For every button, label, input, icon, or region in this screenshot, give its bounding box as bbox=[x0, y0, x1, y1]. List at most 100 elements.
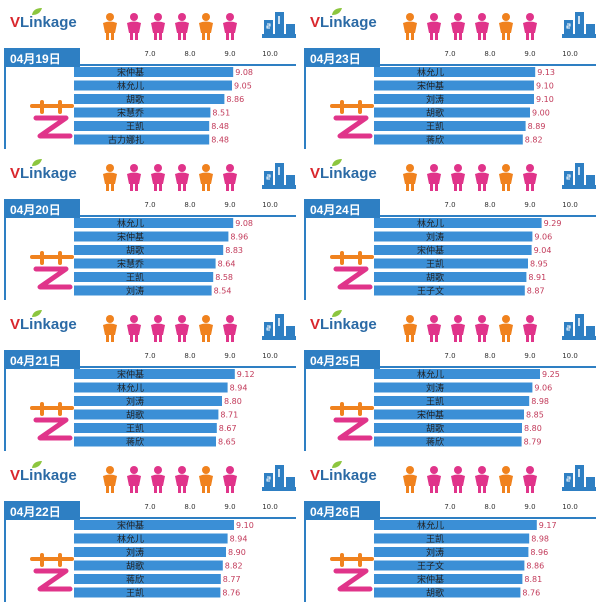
x-tick-label: 10.0 bbox=[562, 201, 578, 209]
bar bbox=[374, 409, 524, 420]
value-label: 9.10 bbox=[536, 82, 554, 91]
bar bbox=[374, 94, 534, 104]
corner-decoration-icon bbox=[262, 314, 296, 340]
artist-name: 胡歌 bbox=[126, 94, 144, 106]
value-label: 8.83 bbox=[225, 246, 243, 255]
x-tick-label: 9.0 bbox=[224, 201, 235, 209]
art-character-icon bbox=[330, 402, 374, 441]
header-rule bbox=[80, 64, 296, 66]
bar bbox=[374, 80, 534, 91]
vlinkage-logo: VLinkage bbox=[310, 165, 377, 182]
date-bar bbox=[4, 350, 80, 369]
left-rule bbox=[4, 369, 6, 451]
vlinkage-logo: VLinkage bbox=[10, 316, 77, 333]
bar bbox=[374, 574, 523, 584]
ranking-panel: VLinkage04月25日7.08.09.010.01林允儿9.252刘涛9.… bbox=[304, 306, 596, 451]
vlinkage-logo: VLinkage bbox=[310, 467, 377, 484]
person-icon bbox=[403, 13, 417, 40]
logo-text: Linkage bbox=[20, 165, 77, 182]
artist-name: 胡歌 bbox=[126, 245, 144, 257]
x-tick-label: 8.0 bbox=[184, 503, 195, 511]
person-icon bbox=[451, 164, 465, 191]
logo-v: V bbox=[310, 14, 321, 31]
artist-name: 林允儿 bbox=[417, 218, 444, 230]
person-icon bbox=[499, 315, 513, 342]
bar bbox=[74, 67, 234, 77]
date-label: 04月26日 bbox=[310, 505, 361, 519]
ranking-panel: VLinkage04月19日7.08.09.010.01宋仲基9.082林允儿9… bbox=[4, 4, 296, 149]
artist-name: 蒋欣 bbox=[126, 436, 144, 448]
value-label: 8.90 bbox=[228, 548, 246, 557]
bar bbox=[374, 121, 526, 131]
value-label: 8.89 bbox=[528, 122, 546, 131]
artist-name: 刘涛 bbox=[426, 94, 444, 106]
x-tick-label: 7.0 bbox=[444, 352, 455, 360]
date-label: 04月22日 bbox=[10, 505, 61, 519]
date-label: 04月21日 bbox=[10, 354, 61, 368]
bar bbox=[374, 369, 540, 379]
person-icon bbox=[475, 315, 489, 342]
bar bbox=[374, 436, 522, 447]
bar bbox=[74, 396, 222, 406]
value-label: 8.94 bbox=[230, 535, 248, 544]
person-icon bbox=[451, 13, 465, 40]
artist-name: 林允儿 bbox=[417, 67, 444, 79]
people-icons bbox=[403, 315, 537, 342]
artist-name: 蒋欣 bbox=[126, 574, 144, 586]
art-character-icon bbox=[330, 251, 374, 290]
value-label: 8.76 bbox=[522, 589, 540, 598]
leaf-icon bbox=[32, 159, 42, 166]
header-rule bbox=[380, 517, 596, 519]
person-icon bbox=[223, 315, 237, 342]
value-label: 8.98 bbox=[531, 535, 549, 544]
artist-name: 林允儿 bbox=[117, 382, 144, 394]
date-bar bbox=[4, 501, 80, 520]
person-icon bbox=[175, 164, 189, 191]
person-icon bbox=[427, 315, 441, 342]
value-label: 8.85 bbox=[526, 411, 544, 420]
x-tick-label: 9.0 bbox=[524, 50, 535, 58]
x-tick-label: 7.0 bbox=[444, 201, 455, 209]
person-icon bbox=[199, 466, 213, 493]
x-tick-label: 7.0 bbox=[144, 352, 155, 360]
bar-chart: 7.08.09.010.01宋仲基9.102林允儿8.943刘涛8.904胡歌8… bbox=[74, 503, 278, 600]
value-label: 8.48 bbox=[211, 136, 229, 145]
value-label: 8.64 bbox=[218, 260, 236, 269]
left-rule bbox=[304, 520, 306, 602]
bar bbox=[74, 409, 219, 420]
value-label: 8.80 bbox=[524, 424, 542, 433]
left-rule bbox=[304, 369, 306, 451]
logo-text: Linkage bbox=[320, 165, 377, 182]
header-rule bbox=[380, 64, 596, 66]
value-label: 8.94 bbox=[230, 384, 248, 393]
date-bar bbox=[304, 350, 380, 369]
x-tick-label: 10.0 bbox=[562, 50, 578, 58]
person-icon bbox=[427, 466, 441, 493]
logo-text: Linkage bbox=[320, 467, 377, 484]
bar bbox=[74, 107, 211, 118]
x-tick-label: 7.0 bbox=[144, 503, 155, 511]
logo-v: V bbox=[310, 316, 321, 333]
person-icon bbox=[451, 466, 465, 493]
value-label: 9.06 bbox=[534, 233, 552, 242]
bar-chart: 7.08.09.010.01林允儿9.172王凯8.983刘涛8.964王子文8… bbox=[374, 503, 578, 600]
artist-name: 王凯 bbox=[426, 121, 444, 133]
bar bbox=[74, 285, 212, 296]
value-label: 9.05 bbox=[234, 82, 252, 91]
x-tick-label: 8.0 bbox=[484, 352, 495, 360]
vlinkage-logo: VLinkage bbox=[10, 467, 77, 484]
corner-decoration-icon bbox=[562, 465, 596, 491]
corner-decoration-icon bbox=[562, 314, 596, 340]
value-label: 9.29 bbox=[544, 219, 562, 228]
bar bbox=[374, 67, 536, 77]
ranking-panel: VLinkage04月20日7.08.09.010.01林允儿9.082宋仲基8… bbox=[4, 155, 296, 300]
value-label: 8.58 bbox=[215, 273, 233, 282]
person-icon bbox=[499, 466, 513, 493]
person-icon bbox=[127, 13, 141, 40]
leaf-icon bbox=[32, 8, 42, 15]
x-tick-label: 10.0 bbox=[262, 201, 278, 209]
bar bbox=[374, 547, 529, 557]
value-label: 9.17 bbox=[539, 521, 557, 530]
artist-name: 刘涛 bbox=[426, 231, 444, 243]
artist-name: 宋仲基 bbox=[117, 520, 144, 532]
